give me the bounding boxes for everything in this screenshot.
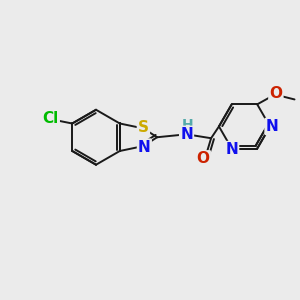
Text: N: N [225, 142, 238, 157]
Text: N: N [138, 140, 151, 154]
Text: S: S [138, 120, 149, 135]
Text: O: O [197, 151, 210, 166]
Text: N: N [180, 127, 193, 142]
Text: H: H [182, 118, 194, 133]
Text: N: N [266, 119, 278, 134]
Text: O: O [269, 86, 282, 101]
Text: Cl: Cl [43, 111, 59, 126]
